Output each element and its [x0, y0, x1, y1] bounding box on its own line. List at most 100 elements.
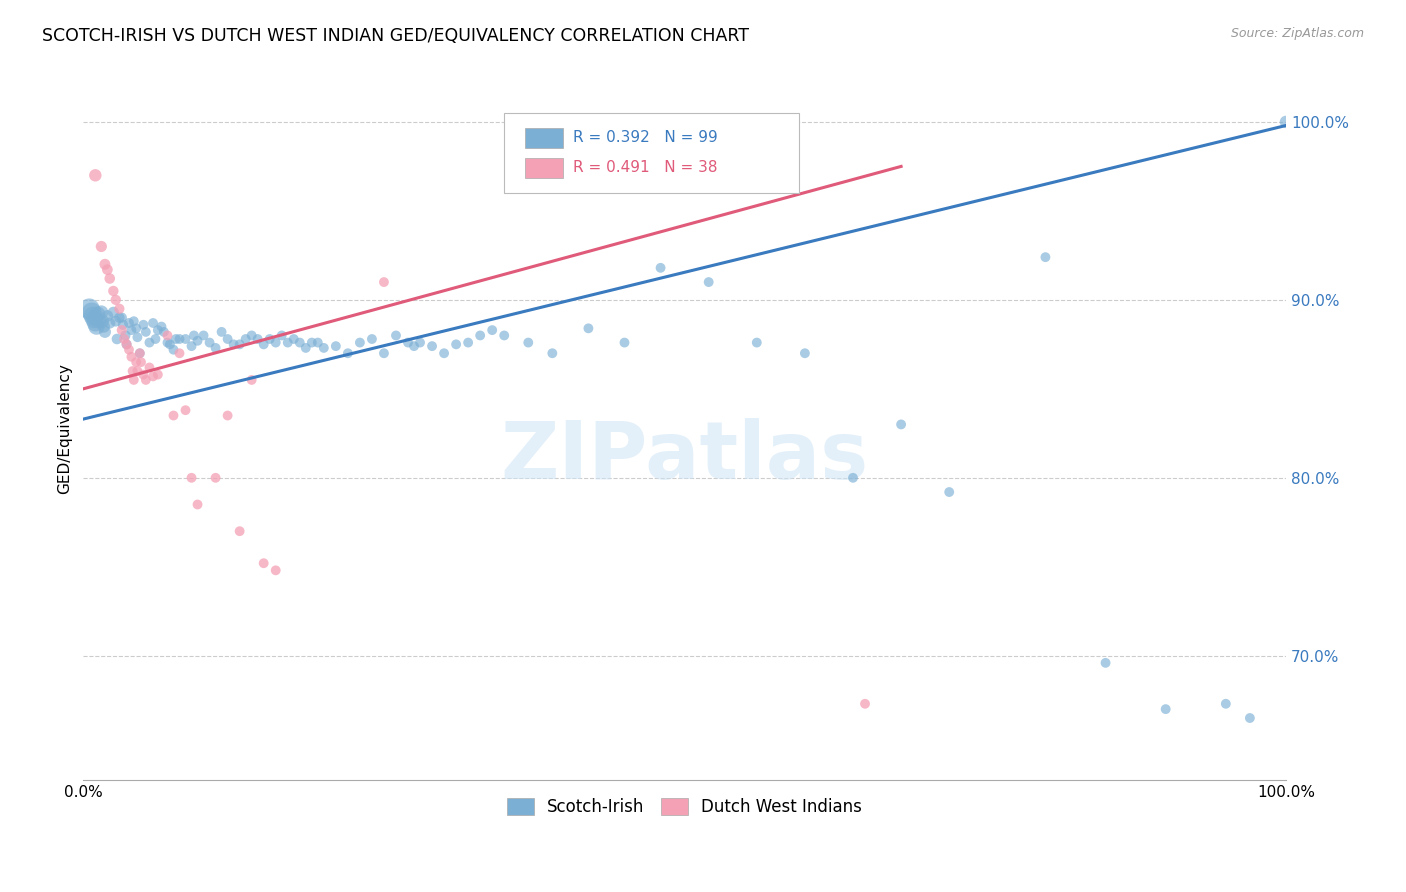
- Point: [146, 368, 169, 382]
- Point: [294, 341, 316, 355]
- Point: [517, 335, 540, 350]
- Point: [373, 346, 395, 360]
- Legend: Scotch-Irish, Dutch West Indians: Scotch-Irish, Dutch West Indians: [499, 789, 870, 825]
- Point: [277, 335, 299, 350]
- Point: [217, 332, 239, 346]
- Point: [128, 346, 150, 360]
- Point: [1275, 115, 1298, 129]
- Point: [83, 312, 105, 326]
- Point: [444, 337, 467, 351]
- Point: [90, 305, 112, 319]
- Point: [793, 346, 815, 360]
- Text: R = 0.392   N = 99: R = 0.392 N = 99: [572, 129, 717, 145]
- FancyBboxPatch shape: [505, 112, 799, 194]
- Point: [121, 364, 143, 378]
- Point: [162, 409, 184, 423]
- Point: [142, 316, 165, 330]
- Point: [135, 373, 157, 387]
- Point: [174, 332, 197, 346]
- Point: [697, 275, 720, 289]
- Point: [169, 332, 191, 346]
- Point: [420, 339, 443, 353]
- Point: [890, 417, 912, 432]
- Point: [96, 262, 118, 277]
- Point: [204, 471, 226, 485]
- Point: [153, 325, 176, 339]
- Point: [361, 332, 384, 346]
- Text: ZIPatlas: ZIPatlas: [501, 418, 869, 496]
- Point: [312, 341, 335, 355]
- Point: [938, 485, 960, 500]
- Point: [409, 335, 432, 350]
- Point: [288, 335, 311, 350]
- Point: [94, 257, 117, 271]
- Point: [204, 341, 226, 355]
- Point: [162, 343, 184, 357]
- Point: [138, 335, 160, 350]
- Point: [108, 301, 131, 316]
- Point: [84, 316, 107, 330]
- Point: [138, 360, 160, 375]
- Point: [481, 323, 503, 337]
- Point: [187, 334, 209, 348]
- Point: [613, 335, 636, 350]
- Point: [264, 563, 287, 577]
- Point: [842, 471, 865, 485]
- Point: [84, 169, 107, 183]
- Y-axis label: GED/Equivalency: GED/Equivalency: [58, 363, 72, 494]
- Point: [82, 309, 104, 323]
- Text: SCOTCH-IRISH VS DUTCH WEST INDIAN GED/EQUIVALENCY CORRELATION CHART: SCOTCH-IRISH VS DUTCH WEST INDIAN GED/EQ…: [42, 27, 749, 45]
- Point: [578, 321, 600, 335]
- Point: [104, 293, 127, 307]
- Point: [336, 346, 359, 360]
- Point: [127, 330, 149, 344]
- Point: [253, 556, 276, 570]
- Point: [125, 321, 148, 335]
- Point: [96, 309, 118, 323]
- Point: [228, 524, 250, 538]
- Point: [87, 307, 110, 321]
- Point: [98, 271, 121, 285]
- Point: [132, 368, 155, 382]
- Point: [198, 335, 221, 350]
- Point: [112, 332, 135, 346]
- Point: [91, 314, 114, 328]
- Point: [222, 337, 245, 351]
- Point: [118, 343, 141, 357]
- Point: [174, 403, 197, 417]
- Point: [183, 328, 205, 343]
- Point: [93, 319, 115, 334]
- Point: [104, 314, 127, 328]
- Point: [128, 346, 150, 360]
- Point: [180, 471, 202, 485]
- Point: [187, 498, 209, 512]
- Point: [259, 332, 281, 346]
- Point: [118, 316, 141, 330]
- Point: [120, 350, 142, 364]
- Point: [120, 323, 142, 337]
- Point: [87, 314, 110, 328]
- Point: [111, 310, 134, 325]
- Text: Source: ZipAtlas.com: Source: ZipAtlas.com: [1230, 27, 1364, 40]
- Point: [494, 328, 516, 343]
- Point: [135, 325, 157, 339]
- Point: [94, 325, 117, 339]
- Point: [264, 335, 287, 350]
- Point: [156, 335, 179, 350]
- Point: [650, 260, 672, 275]
- Text: R = 0.491   N = 38: R = 0.491 N = 38: [572, 160, 717, 175]
- Point: [1035, 250, 1057, 264]
- FancyBboxPatch shape: [524, 128, 564, 148]
- Point: [122, 314, 145, 328]
- Point: [150, 319, 173, 334]
- Point: [129, 355, 152, 369]
- Point: [240, 328, 263, 343]
- Point: [125, 355, 148, 369]
- Point: [111, 323, 134, 337]
- Point: [180, 339, 202, 353]
- Point: [745, 335, 768, 350]
- Point: [132, 318, 155, 332]
- Point: [115, 337, 138, 351]
- Point: [103, 284, 125, 298]
- Point: [103, 305, 125, 319]
